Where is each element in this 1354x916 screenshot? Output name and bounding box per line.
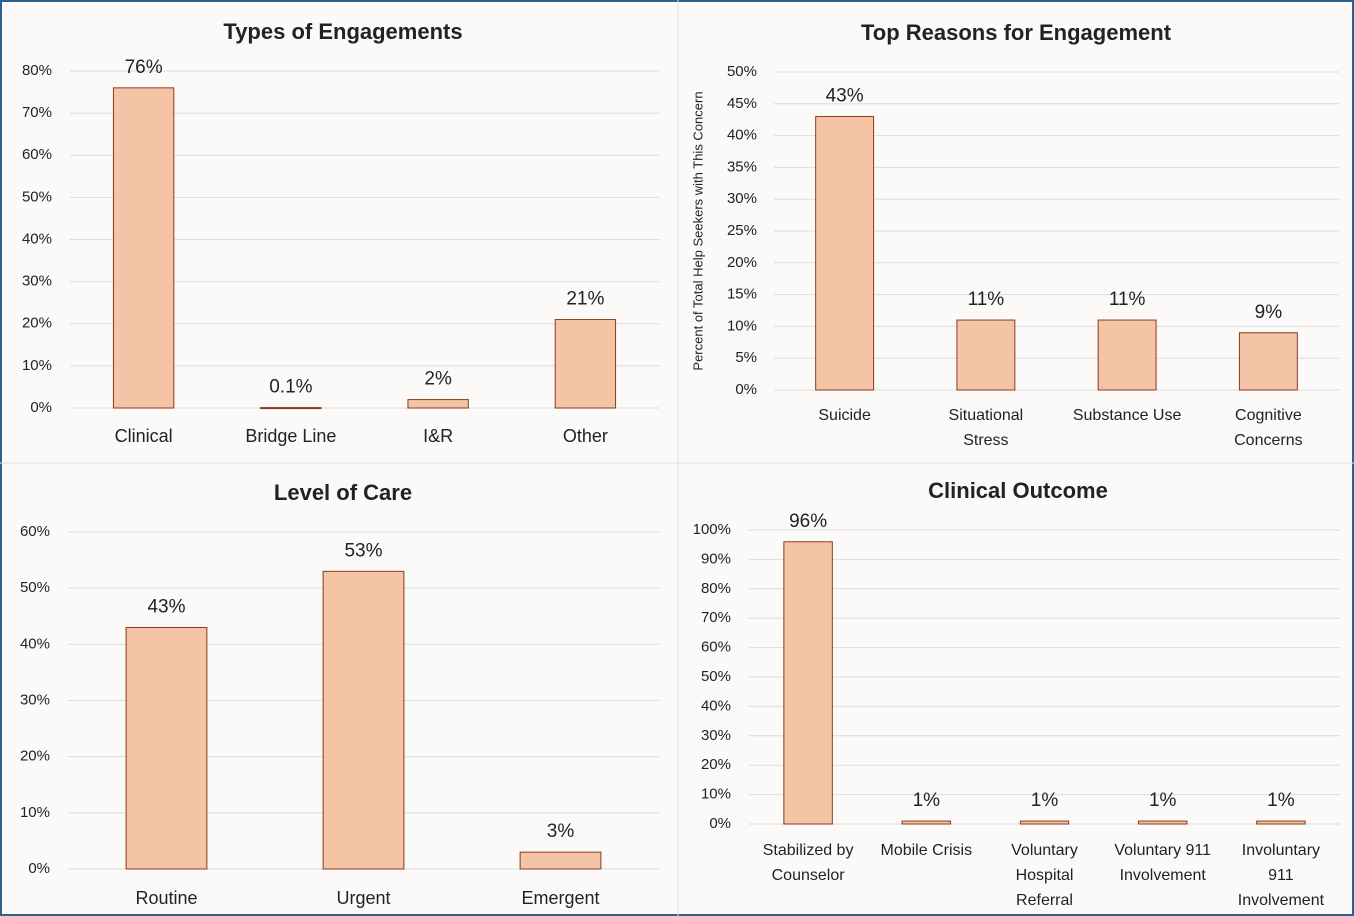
chart-title: Top Reasons for Engagement [861,20,1172,45]
y-tick-label: 30% [701,727,731,744]
chart-title: Types of Engagements [223,19,462,44]
y-tick-label: 80% [701,580,731,597]
bar [1137,820,1188,825]
bar [407,399,469,409]
data-label: 3% [547,821,575,842]
y-tick-label: 30% [22,273,52,290]
y-tick-label: 40% [20,635,50,652]
y-tick-label: 45% [727,95,757,112]
y-tick-label: 0% [709,815,731,832]
bar [815,116,875,391]
bar [519,851,602,870]
x-tick-label: Routine [135,888,197,908]
bar [956,319,1016,391]
chart-title: Level of Care [274,480,412,505]
data-label: 2% [424,369,452,390]
y-tick-label: 35% [727,158,757,175]
bar [783,541,833,825]
x-tick-label: Cognitive Concerns [1234,407,1302,449]
y-tick-label: 0% [28,860,50,877]
x-tick-label: Voluntary 911 Involvement [1114,842,1211,884]
x-tick-label: Substance Use [1073,407,1182,424]
bar [1019,820,1070,825]
bar [322,570,405,870]
x-tick-label: Involuntary 911 Involvement [1238,842,1325,909]
y-tick-label: 20% [20,748,50,765]
y-tick-label: 10% [22,357,52,374]
y-tick-label: 30% [20,691,50,708]
y-tick-label: 50% [701,668,731,685]
x-tick-label: Other [563,426,608,446]
bar [1097,319,1157,391]
y-tick-label: 100% [693,521,731,538]
x-tick-label: I&R [423,426,453,446]
y-tick-label: 40% [701,697,731,714]
y-tick-label: 80% [22,62,52,79]
y-tick-label: 25% [727,222,757,239]
x-tick-label: Clinical [115,426,173,446]
y-tick-label: 0% [30,399,52,416]
bar [112,87,175,409]
y-tick-label: 40% [727,127,757,144]
x-tick-label: Urgent [336,888,390,908]
data-label: 53% [344,540,382,561]
y-tick-label: 20% [727,254,757,271]
y-tick-label: 40% [22,230,52,247]
data-label: 21% [566,289,604,310]
y-tick-label: 70% [701,609,731,626]
x-tick-label: Situational Stress [949,407,1024,449]
data-label: 43% [826,86,864,107]
x-tick-label: Emergent [521,888,599,908]
y-tick-label: 20% [22,315,52,332]
y-tick-label: 60% [22,146,52,163]
data-label: 76% [125,57,163,78]
y-tick-label: 90% [701,550,731,567]
y-tick-label: 10% [701,786,731,803]
data-label: 11% [968,289,1005,310]
data-label: 1% [1149,790,1177,811]
y-tick-label: 15% [727,286,757,303]
y-tick-label: 50% [727,63,757,80]
bar [554,319,617,409]
bar [1238,332,1298,391]
data-label: 0.1% [269,377,312,398]
y-tick-label: 50% [22,188,52,205]
y-tick-label: 60% [701,639,731,656]
data-label: 43% [147,596,185,617]
bar [1256,820,1306,825]
y-tick-label: 20% [701,756,731,773]
data-label: 1% [1267,790,1295,811]
y-tick-label: 70% [22,104,52,121]
y-tick-label: 50% [20,579,50,596]
bar [125,626,208,870]
y-tick-label: 10% [20,804,50,821]
chart-title: Clinical Outcome [928,478,1108,503]
y-tick-label: 5% [735,349,757,366]
data-label: 96% [789,511,827,532]
x-tick-label: Bridge Line [245,426,336,446]
data-label: 1% [1031,790,1059,811]
data-label: 1% [913,790,941,811]
x-tick-label: Mobile Crisis [881,842,973,859]
y-tick-label: 10% [727,317,757,334]
x-tick-label: Voluntary Hospital Referral [1011,842,1078,909]
y-tick-label: 0% [735,381,757,398]
x-tick-label: Stabilized by Counselor [763,842,854,884]
data-label: 11% [1109,289,1146,310]
data-label: 9% [1255,302,1283,323]
bar [260,407,322,410]
y-tick-label: 60% [20,523,50,540]
x-tick-label: Suicide [818,407,871,424]
y-tick-label: 30% [727,190,757,207]
bar [901,820,952,825]
y-axis-label: Percent of Total Help Seekers with This … [690,91,705,370]
